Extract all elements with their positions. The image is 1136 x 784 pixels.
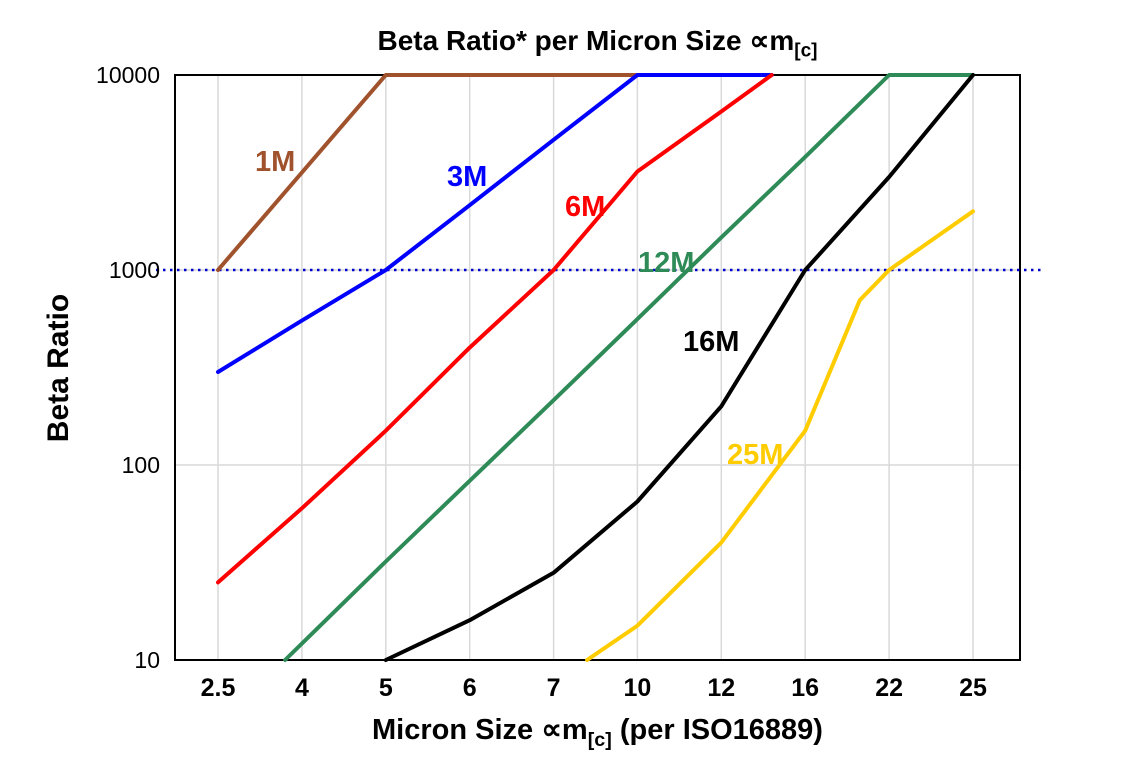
series-line-12M bbox=[283, 73, 975, 662]
x-tick-label: 2.5 bbox=[201, 674, 236, 702]
x-tick-label: 6 bbox=[463, 674, 477, 702]
series-line-25M bbox=[585, 209, 975, 662]
chart-title-subscript: [c] bbox=[794, 40, 818, 62]
chart-title: Beta Ratio* per Micron Size ∝m[c] bbox=[175, 24, 1020, 63]
y-axis-title: Beta Ratio bbox=[42, 268, 78, 468]
x-tick-label: 4 bbox=[295, 674, 309, 702]
series-line-3M bbox=[216, 73, 774, 374]
y-tick-label: 100 bbox=[122, 452, 160, 478]
series-line-16M bbox=[383, 73, 975, 662]
series-label-12M: 12M bbox=[638, 247, 694, 279]
y-tick-label: 1000 bbox=[109, 257, 160, 283]
x-axis-title-text: Micron Size ∝m bbox=[372, 714, 588, 746]
x-axis-title: Micron Size ∝m[c] (per ISO16889) bbox=[175, 712, 1020, 752]
chart-title-text: Beta Ratio* per Micron Size ∝m bbox=[377, 25, 795, 56]
x-tick-label: 7 bbox=[547, 674, 561, 702]
series-line-6M bbox=[216, 73, 774, 585]
x-tick-label: 12 bbox=[707, 674, 735, 702]
x-tick-label: 25 bbox=[959, 674, 987, 702]
x-tick-label: 10 bbox=[623, 674, 651, 702]
x-tick-label: 22 bbox=[875, 674, 903, 702]
series-label-1M: 1M bbox=[255, 146, 295, 178]
series-label-6M: 6M bbox=[565, 191, 605, 223]
x-axis-title-suffix: (per ISO16889) bbox=[611, 714, 823, 746]
series-label-16M: 16M bbox=[683, 326, 739, 358]
series-line-1M bbox=[216, 73, 640, 272]
series-label-25M: 25M bbox=[727, 439, 783, 471]
x-tick-label: 16 bbox=[791, 674, 819, 702]
x-tick-label: 5 bbox=[379, 674, 393, 702]
series-label-3M: 3M bbox=[447, 161, 487, 193]
y-tick-label: 10 bbox=[134, 647, 160, 673]
y-tick-label: 10000 bbox=[96, 62, 160, 88]
x-axis-title-subscript: [c] bbox=[587, 728, 612, 751]
y-axis-title-text: Beta Ratio bbox=[42, 293, 75, 443]
